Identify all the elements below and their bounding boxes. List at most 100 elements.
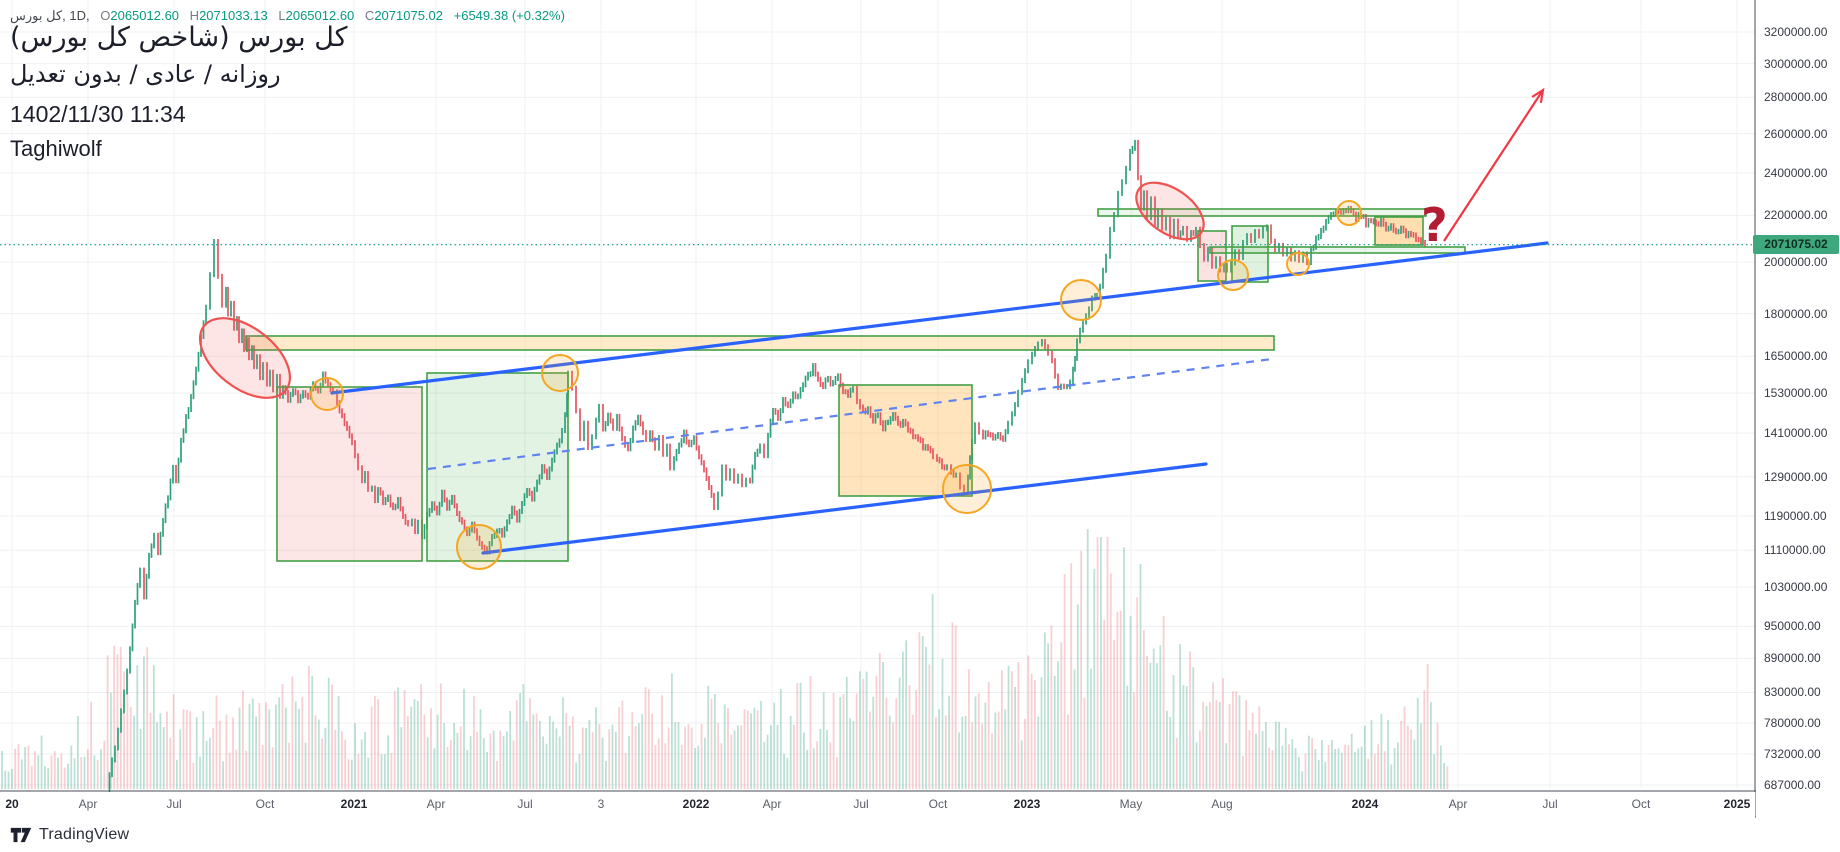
price-tick-label: 1530000.00 xyxy=(1764,386,1828,401)
price-tick-label: 2600000.00 xyxy=(1764,126,1828,141)
price-axis[interactable]: 2071075.02 3200000.00 3000000.00 2800000.0… xyxy=(1753,0,1840,818)
support-band-2050000-border xyxy=(1209,246,1466,254)
resistance-band-2200000 xyxy=(1098,209,1426,216)
time-axis[interactable]: 20 Apr Jul Oct 2021 Apr Jul 3 2022 Apr Jul Oct 2023 M… xyxy=(0,792,1755,818)
orange-box-2024-drift-border xyxy=(1374,216,1424,246)
price-tick-label: 1190000.00 xyxy=(1764,509,1827,524)
price-tick-label: 3200000.00 xyxy=(1764,25,1828,40)
time-tick-label: 2021 xyxy=(340,797,368,811)
close-value: 2071075.02 xyxy=(374,8,443,23)
price-tick-label: 1410000.00 xyxy=(1764,426,1828,441)
price-tick-label: 687000.00 xyxy=(1764,778,1821,793)
upper-channel-line[interactable] xyxy=(330,241,1549,395)
orange-highlight-circle[interactable] xyxy=(310,377,344,411)
tradingview-logo-text: TradingView xyxy=(39,826,130,843)
price-tick-label: 2800000.00 xyxy=(1764,90,1828,105)
high-value: 2071033.13 xyxy=(199,8,268,23)
low-label: L xyxy=(278,8,286,23)
time-tick-label: 3 xyxy=(597,797,605,811)
change-value: +6549.38 (+0.32%) xyxy=(453,8,565,23)
time-tick-label: Apr xyxy=(1448,797,1468,811)
price-tick-label: 2400000.00 xyxy=(1764,165,1828,180)
support-band-2050000 xyxy=(1210,247,1465,253)
time-tick-label: Jul xyxy=(517,797,533,811)
volume-layer xyxy=(1,529,1449,789)
price-tick-label: 1110000.00 xyxy=(1764,543,1826,558)
time-tick-label: Oct xyxy=(255,797,275,811)
projection-arrow-layer xyxy=(1443,87,1545,242)
tradingview-logo-icon xyxy=(10,827,32,843)
red-box-2021-downtrend-border xyxy=(276,386,423,562)
support-band-1650000 xyxy=(246,336,1274,350)
orange-highlight-circle[interactable] xyxy=(1336,200,1362,226)
watermark-timeframe-line: روزانه / عادی / بدون تعدیل xyxy=(10,60,281,88)
close-label: C xyxy=(364,8,375,23)
orange-highlight-circle[interactable] xyxy=(942,464,992,514)
red-box-2021-downtrend xyxy=(277,387,422,561)
time-tick-label: Apr xyxy=(426,797,446,811)
price-tick-label: 830000.00 xyxy=(1764,685,1821,700)
open-label: O xyxy=(100,8,111,23)
projection-arrow[interactable] xyxy=(1443,89,1544,242)
red-box-2023-pullback-border xyxy=(1197,230,1227,282)
time-tick-label: 2025 xyxy=(1723,797,1751,811)
red-ellipse-2020-top[interactable] xyxy=(186,302,305,413)
orange-box-2022-correction-border xyxy=(838,384,973,497)
ohlc-legend: کل بورس, 1D, O2065012.60 H2071033.13 L20… xyxy=(10,8,565,24)
orange-highlight-circle[interactable] xyxy=(456,524,502,570)
time-tick-label: May xyxy=(1119,797,1143,811)
legend-interval[interactable]: , 1D, xyxy=(62,8,90,23)
resistance-band-2200000-border xyxy=(1097,208,1427,217)
drawing-strokes-layer xyxy=(245,208,1466,562)
high-label: H xyxy=(189,8,200,23)
open-value: 2065012.60 xyxy=(110,8,180,23)
current-price-badge: 2071075.02 xyxy=(1753,235,1839,255)
price-tick-label: 3000000.00 xyxy=(1764,56,1828,71)
arrow-head xyxy=(1531,87,1545,103)
time-tick-label: 2022 xyxy=(682,797,710,811)
red-ellipse-2023-top[interactable] xyxy=(1126,171,1213,251)
price-tick-label: 1800000.00 xyxy=(1764,306,1828,321)
price-tick-label: 1650000.00 xyxy=(1764,349,1828,364)
green-box-2023-bounce xyxy=(1232,226,1268,282)
mid-dashed-line[interactable] xyxy=(427,357,1273,471)
time-tick-label: Jul xyxy=(1542,797,1558,811)
price-tick-label: 950000.00 xyxy=(1764,619,1821,634)
time-tick-label: Oct xyxy=(1631,797,1651,811)
question-mark-annotation[interactable]: ? xyxy=(1421,198,1448,252)
lower-channel-line[interactable] xyxy=(481,462,1208,555)
price-tick-label: 2200000.00 xyxy=(1764,208,1828,223)
watermark-symbol-title: کل بورس (شاخص کل بورس) xyxy=(10,22,348,53)
low-value: 2065012.60 xyxy=(285,8,355,23)
time-tick-label: Oct xyxy=(928,797,948,811)
price-tick-label: 1290000.00 xyxy=(1764,469,1828,484)
time-tick-label: Jul xyxy=(853,797,869,811)
time-tick-label: Aug xyxy=(1211,797,1233,811)
highlight-shapes-layer xyxy=(186,171,1362,570)
orange-highlight-circle[interactable] xyxy=(1286,252,1310,276)
grid-layer xyxy=(0,0,1755,789)
time-tick-label: Jul xyxy=(166,797,182,811)
trendlines-layer xyxy=(330,241,1549,555)
orange-box-2022-correction xyxy=(839,385,972,496)
orange-highlight-circle[interactable] xyxy=(1217,259,1249,291)
support-band-1650000-border xyxy=(245,335,1275,351)
tradingview-logo[interactable]: TradingView xyxy=(10,823,129,847)
price-tick-label: 1030000.00 xyxy=(1764,579,1828,594)
time-tick-label: 20 xyxy=(5,797,19,811)
price-tick-label: 780000.00 xyxy=(1764,715,1821,730)
price-tick-label: 890000.00 xyxy=(1764,651,1821,666)
price-tick-label: 2000000.00 xyxy=(1764,255,1828,270)
legend-symbol-name[interactable]: کل بورس xyxy=(10,8,63,23)
green-box-2023-bounce-border xyxy=(1231,225,1269,283)
orange-highlight-circle[interactable] xyxy=(541,354,579,392)
drawing-fills-layer xyxy=(246,209,1465,561)
watermark-datetime: 1402/11/30 11:34 xyxy=(10,101,186,127)
time-tick-label: Apr xyxy=(762,797,782,811)
orange-highlight-circle[interactable] xyxy=(1060,279,1102,321)
time-tick-label: Apr xyxy=(78,797,98,811)
price-tick-label: 732000.00 xyxy=(1764,746,1821,761)
time-tick-label: 2024 xyxy=(1351,797,1379,811)
